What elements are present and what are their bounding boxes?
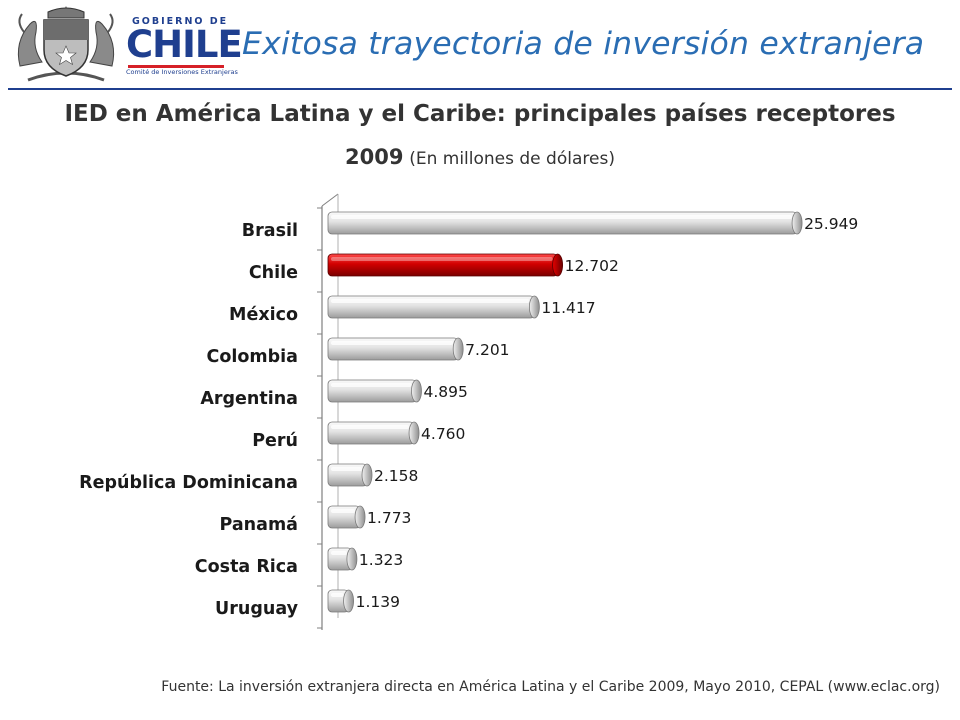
bar-end-cap: [528, 295, 540, 319]
bar-end-cap: [791, 211, 803, 235]
chart-subtitle-unit: (En millones de dólares): [409, 149, 615, 169]
category-label: México: [229, 305, 298, 325]
bar-sheen: [331, 299, 530, 303]
logo-red-bar: [128, 65, 224, 68]
slide-title: Exitosa trayectoria de inversión extranj…: [242, 26, 925, 62]
y-axis-depth-line: [321, 193, 339, 207]
bar-sheen: [331, 341, 454, 345]
bar-end-cap: [361, 463, 373, 487]
logo-chile-text: CHILE: [126, 23, 243, 66]
coat-of-arms-logo: [17, 6, 115, 82]
bar-end-cap: [452, 337, 464, 361]
category-label: Brasil: [242, 221, 298, 241]
value-label: 11.417: [541, 299, 595, 317]
category-label: República Dominicana: [79, 473, 298, 493]
value-label: 12.702: [565, 257, 619, 275]
value-label: 25.949: [804, 215, 858, 233]
bar-chart: Brasil 25.949 Chile 12.702 México 11.417 Colom…: [79, 193, 858, 630]
chart-subtitle-year: 2009: [345, 145, 404, 169]
chart-title: IED en América Latina y el Caribe: princ…: [64, 101, 896, 127]
bar-end-cap: [346, 547, 358, 571]
category-label: Costa Rica: [195, 557, 298, 577]
bar-sheen: [331, 551, 347, 555]
category-label: Argentina: [200, 389, 298, 409]
bar-sheen: [331, 215, 793, 219]
category-label: Colombia: [207, 347, 298, 367]
category-label: Perú: [252, 431, 298, 451]
value-label: 1.323: [359, 551, 403, 569]
category-label: Panamá: [220, 515, 298, 535]
bar-sheen: [331, 425, 410, 429]
bar-sheen: [331, 383, 412, 387]
header-divider: [8, 88, 952, 90]
value-label: 1.773: [367, 509, 411, 527]
value-label: 4.760: [421, 425, 465, 443]
value-label: 2.158: [374, 467, 418, 485]
gobierno-de-chile-logo: GOBIERNO DE CHILE Comité de Inversiones …: [126, 12, 243, 76]
bar-end-cap: [411, 379, 422, 403]
bar-sheen: [331, 593, 344, 597]
bar-end-cap: [552, 253, 564, 277]
logo-committee-text: Comité de Inversiones Extranjeras: [126, 68, 238, 76]
chart-subtitle: 2009 (En millones de dólares): [0, 145, 960, 169]
bar-end-cap: [343, 589, 354, 613]
value-label: 7.201: [465, 341, 509, 359]
bar-end-cap: [408, 421, 420, 445]
value-label: 4.895: [423, 383, 467, 401]
logo-gobierno-text: GOBIERNO DE: [132, 16, 229, 27]
header: GOBIERNO DE CHILE Comité de Inversiones …: [0, 0, 960, 92]
category-label: Uruguay: [215, 599, 299, 619]
bar-sheen: [331, 467, 363, 471]
category-label: Chile: [249, 263, 298, 283]
value-label: 1.139: [356, 593, 400, 611]
bar-sheen: [331, 509, 356, 513]
bar-sheen: [331, 257, 553, 261]
source-note: Fuente: La inversión extranjera directa …: [161, 679, 940, 695]
bar-end-cap: [354, 505, 366, 529]
